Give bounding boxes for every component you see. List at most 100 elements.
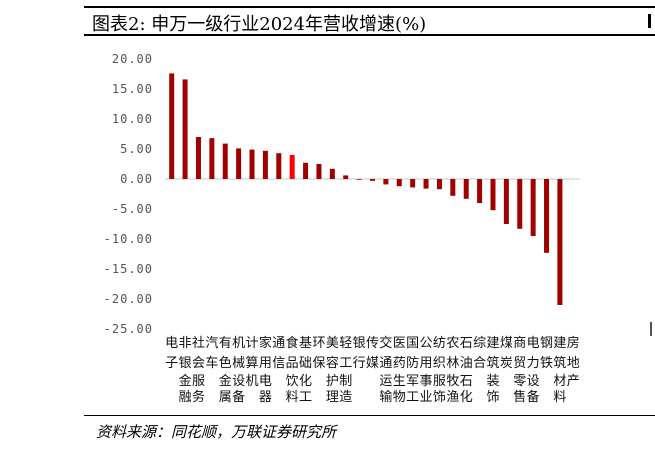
category-label-char: 医 bbox=[393, 336, 406, 351]
category-label-char: 通 bbox=[272, 336, 285, 351]
category-label-char: 备 bbox=[232, 389, 245, 405]
bar-22 bbox=[463, 179, 469, 199]
category-label-char: 输 bbox=[379, 389, 392, 405]
category-label-char: 地 bbox=[567, 356, 580, 371]
category-label-char: 公 bbox=[420, 336, 433, 351]
category-label-char: 础 bbox=[299, 356, 312, 371]
bar-3 bbox=[209, 138, 215, 179]
category-label-char: 金 bbox=[219, 373, 232, 389]
bar-5 bbox=[236, 148, 242, 179]
right-edge-mark bbox=[650, 322, 652, 336]
category-label-char: 护 bbox=[326, 374, 339, 389]
bar-0 bbox=[169, 73, 175, 179]
bar-18 bbox=[410, 179, 416, 188]
category-label-char: 国 bbox=[406, 336, 419, 351]
category-label-char: 理 bbox=[326, 390, 339, 405]
category-label-char: 设 bbox=[232, 374, 245, 389]
category-label-char: 电 bbox=[259, 374, 272, 389]
y-tick-label: 5.00 bbox=[120, 142, 153, 156]
category-label-char: 用 bbox=[259, 356, 272, 371]
bar-11 bbox=[316, 164, 322, 179]
category-label-char: 产 bbox=[567, 374, 580, 389]
category-label-char: 运 bbox=[379, 374, 392, 389]
y-tick-label: 0.00 bbox=[120, 172, 153, 186]
category-label-char: 非 bbox=[179, 336, 192, 351]
category-label-char: 物 bbox=[393, 390, 406, 405]
bar-1 bbox=[182, 79, 188, 179]
category-label-char: 通 bbox=[379, 356, 392, 371]
category-label-char: 食 bbox=[286, 335, 299, 351]
category-label-char: 家 bbox=[259, 335, 272, 351]
bar-26 bbox=[517, 179, 523, 229]
category-label-char: 防 bbox=[406, 355, 419, 371]
bar-8 bbox=[276, 153, 282, 179]
category-label-char: 用 bbox=[420, 356, 433, 371]
category-label-char: 化 bbox=[460, 390, 473, 405]
category-label-char: 零 bbox=[513, 374, 526, 389]
bar-19 bbox=[423, 179, 429, 189]
category-label-char: 装 bbox=[486, 374, 499, 389]
category-label-char: 建 bbox=[486, 336, 499, 351]
category-label-char: 造 bbox=[339, 390, 352, 405]
bar-4 bbox=[222, 143, 228, 179]
bar-7 bbox=[262, 150, 268, 179]
category-label-char: 子 bbox=[165, 356, 178, 371]
y-tick-label: 10.00 bbox=[112, 112, 153, 126]
y-tick-label: -15.00 bbox=[104, 262, 153, 276]
category-label-char: 品 bbox=[286, 356, 299, 371]
category-label-char: 饰 bbox=[433, 390, 446, 405]
category-label-char: 电 bbox=[527, 336, 540, 351]
bar-28 bbox=[544, 179, 550, 253]
category-label-char: 融 bbox=[179, 390, 192, 405]
category-label-char: 车 bbox=[205, 355, 218, 371]
category-label-char: 务 bbox=[192, 389, 205, 405]
category-label-char: 牧 bbox=[446, 374, 459, 389]
category-label-char: 生 bbox=[393, 374, 406, 389]
category-label-char: 有 bbox=[219, 336, 232, 351]
category-label-char: 社 bbox=[192, 335, 205, 351]
category-label-char: 农 bbox=[446, 336, 459, 351]
category-label-char: 煤 bbox=[500, 336, 513, 351]
category-label-char: 饮 bbox=[286, 374, 299, 389]
category-label-char: 渔 bbox=[446, 390, 459, 405]
bar-12 bbox=[329, 168, 335, 179]
category-label-char: 筑 bbox=[486, 355, 499, 371]
y-tick-label: -10.00 bbox=[104, 232, 153, 246]
category-label-char: 钢 bbox=[540, 336, 553, 351]
bar-10 bbox=[303, 162, 309, 179]
y-tick-label: -20.00 bbox=[104, 292, 153, 306]
category-label-char: 工 bbox=[339, 356, 352, 371]
category-label-char: 环 bbox=[312, 336, 325, 351]
category-label-char: 材 bbox=[553, 374, 566, 389]
category-label-char: 器 bbox=[259, 390, 272, 405]
bar-16 bbox=[383, 179, 389, 185]
category-label-char: 力 bbox=[527, 356, 540, 371]
category-label-char: 机 bbox=[232, 336, 245, 351]
category-label-char: 色 bbox=[219, 355, 232, 371]
category-label-char: 房 bbox=[567, 335, 580, 351]
title-bar: 图表2: 申万一级行业2024年营收增速(%) bbox=[84, 6, 655, 36]
category-label-char: 油 bbox=[460, 356, 473, 371]
category-label-char: 军 bbox=[406, 374, 419, 389]
category-label-char: 信 bbox=[272, 356, 285, 371]
category-label-char: 事 bbox=[420, 374, 433, 389]
category-label-char: 制 bbox=[339, 374, 352, 389]
category-label-char: 机 bbox=[246, 374, 259, 389]
category-label-char: 炭 bbox=[500, 356, 513, 371]
category-label-char: 银 bbox=[179, 356, 192, 371]
category-label-char: 铁 bbox=[540, 356, 553, 371]
category-label-char: 商 bbox=[513, 336, 526, 351]
category-label-char: 服 bbox=[433, 374, 446, 389]
y-tick-label: 15.00 bbox=[112, 82, 153, 96]
category-label-char: 饰 bbox=[486, 390, 499, 405]
category-label-char: 石 bbox=[460, 374, 473, 389]
category-label-char: 林 bbox=[446, 356, 459, 371]
category-label-char: 织 bbox=[433, 356, 446, 371]
y-tick-label: -25.00 bbox=[104, 322, 153, 336]
bar-25 bbox=[503, 179, 509, 224]
category-label-char: 保 bbox=[312, 356, 325, 371]
bar-9 bbox=[289, 155, 295, 179]
category-label-char: 会 bbox=[192, 356, 205, 371]
category-label-char: 料 bbox=[553, 390, 566, 405]
bar-20 bbox=[436, 179, 442, 190]
